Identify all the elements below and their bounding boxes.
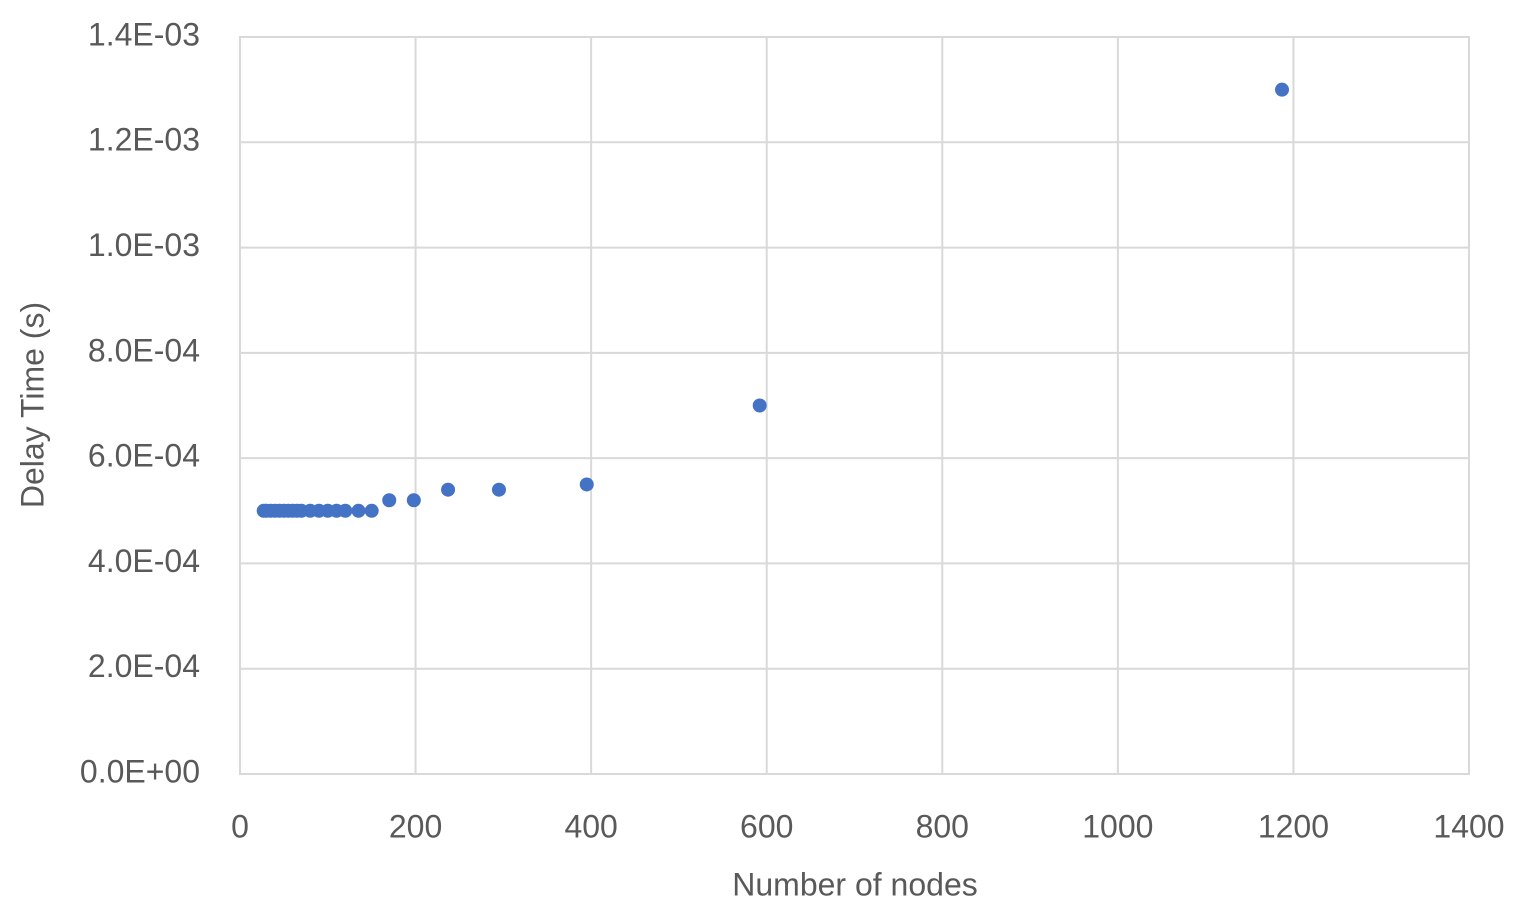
y-tick-label: 8.0E-04	[88, 332, 200, 368]
x-tick-label: 800	[916, 808, 969, 844]
point	[491, 482, 506, 497]
y-tick-label: 2.0E-04	[88, 648, 200, 684]
point	[441, 482, 456, 497]
y-axis-title: Delay Time (s)	[14, 302, 50, 508]
point	[382, 493, 397, 508]
point	[752, 398, 767, 413]
point	[406, 493, 421, 508]
y-tick-label: 1.4E-03	[88, 16, 200, 52]
point	[1275, 82, 1290, 97]
point	[579, 477, 594, 492]
y-tick-label: 1.2E-03	[88, 122, 200, 158]
plot-frame	[239, 36, 1470, 775]
x-tick-label: 600	[740, 808, 793, 844]
point	[351, 503, 366, 518]
x-tick-label: 1000	[1082, 808, 1153, 844]
y-tick-label: 6.0E-04	[88, 438, 200, 474]
x-tick-label: 0	[231, 808, 249, 844]
point	[364, 503, 379, 518]
x-axis-title: Number of nodes	[732, 866, 977, 902]
x-tick-label: 1400	[1433, 808, 1504, 844]
y-tick-label: 4.0E-04	[88, 543, 200, 579]
x-tick-label: 400	[564, 808, 617, 844]
y-tick-label: 0.0E+00	[80, 753, 200, 789]
x-tick-label: 200	[389, 808, 442, 844]
point	[338, 503, 353, 518]
x-tick-label: 1200	[1258, 808, 1329, 844]
y-tick-label: 1.0E-03	[88, 227, 200, 263]
